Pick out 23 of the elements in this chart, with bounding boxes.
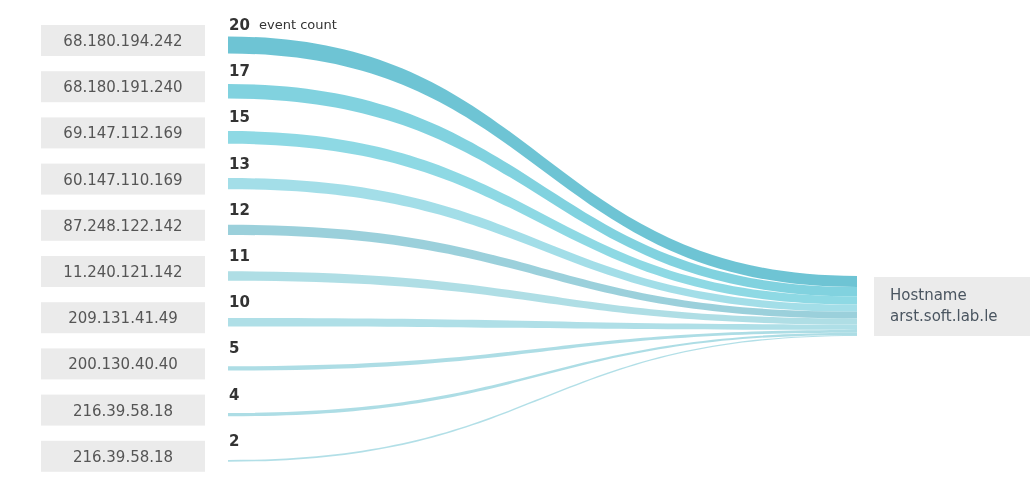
category-label: 200.130.40.40 (68, 355, 178, 374)
category-label: 87.248.122.142 (63, 216, 183, 235)
category-label: 68.180.194.242 (63, 32, 183, 50)
data-label: 12 (229, 200, 250, 219)
data-label: 20 (229, 16, 250, 34)
category-label: 68.180.191.240 (63, 78, 183, 97)
data-label: 5 (229, 339, 240, 358)
text: event count (259, 17, 337, 32)
data-label: 15 (229, 108, 250, 127)
category-label: 69.147.112.169 (63, 124, 183, 143)
data-label: 11 (229, 247, 250, 265)
category-label: 60.147.110.169 (63, 170, 183, 189)
category-label: 216.39.58.18 (72, 401, 174, 420)
data-label: 17 (229, 62, 250, 81)
data-label: 4 (229, 385, 240, 404)
category-label: 11.240.121.142 (63, 263, 183, 281)
data-label: 10 (229, 293, 250, 312)
data-label: 13 (229, 154, 250, 173)
category-label: 209.131.41.49 (68, 309, 178, 328)
text: Hostname (890, 286, 967, 304)
data-label: 2 (229, 431, 240, 450)
text: arst.soft.lab.le (890, 307, 998, 325)
category-label: 216.39.58.18 (72, 447, 174, 466)
